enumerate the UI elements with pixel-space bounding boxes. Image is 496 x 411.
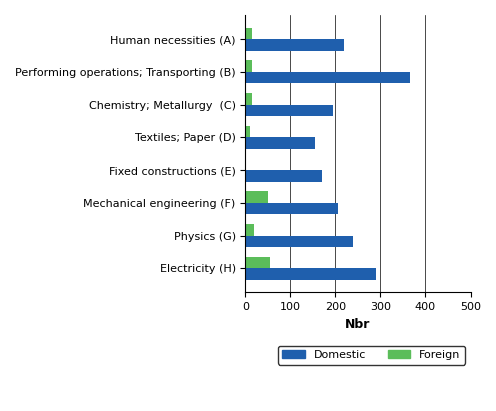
Bar: [246, 104, 333, 116]
Bar: [246, 236, 354, 247]
Bar: [246, 93, 252, 104]
Bar: [246, 137, 315, 149]
Bar: [246, 28, 252, 39]
Bar: [246, 192, 268, 203]
Bar: [246, 39, 344, 51]
Bar: [246, 257, 270, 268]
Legend: Domestic, Foreign: Domestic, Foreign: [278, 346, 465, 365]
Bar: [246, 60, 252, 72]
Bar: [246, 126, 250, 137]
Bar: [246, 224, 254, 236]
Bar: [246, 72, 410, 83]
Bar: [246, 203, 338, 214]
X-axis label: Nbr: Nbr: [345, 318, 371, 331]
Bar: [246, 170, 322, 182]
Bar: [246, 268, 376, 280]
